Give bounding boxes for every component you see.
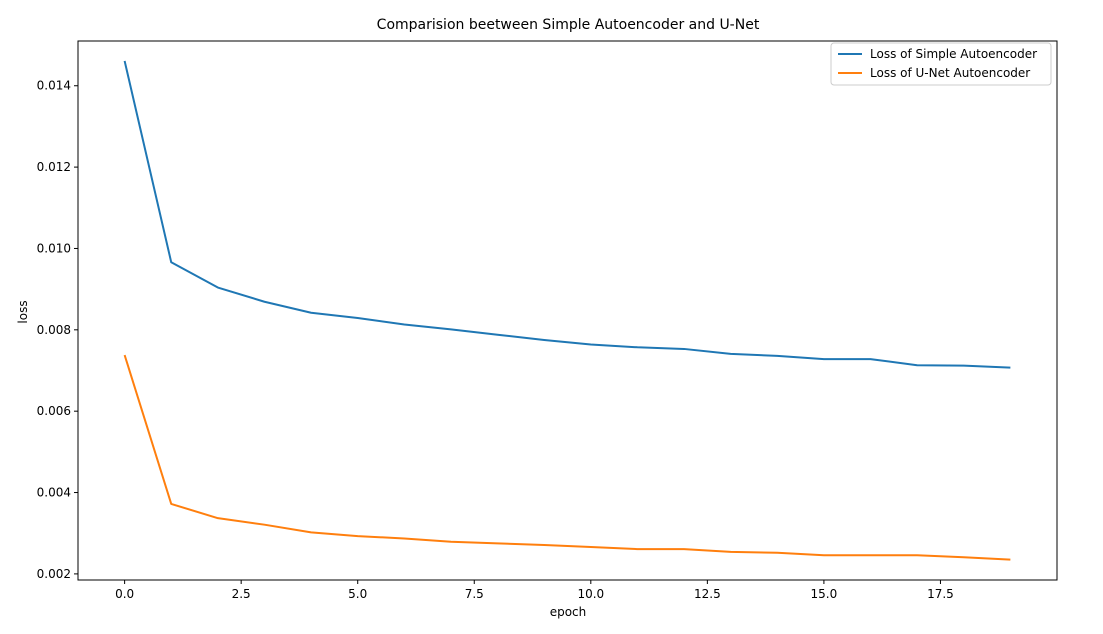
x-axis-label: epoch: [550, 605, 587, 619]
y-tick-label: 0.004: [37, 486, 71, 500]
y-tick-label: 0.002: [37, 567, 71, 581]
y-tick-label: 0.006: [37, 404, 71, 418]
legend: Loss of Simple Autoencoder Loss of U-Net …: [831, 43, 1051, 85]
x-tick-label: 7.5: [465, 587, 484, 601]
x-tick-label: 0.0: [115, 587, 134, 601]
y-tick-label: 0.012: [37, 160, 71, 174]
x-tick-label: 2.5: [232, 587, 251, 601]
legend-label-1: Loss of Simple Autoencoder: [870, 47, 1037, 61]
plot-frame: [78, 41, 1057, 580]
x-tick-label: 12.5: [694, 587, 721, 601]
y-tick-label: 0.014: [37, 79, 71, 93]
chart-title: Comparision beetween Simple Autoencoder …: [377, 17, 760, 33]
series-line-2: [125, 355, 1011, 560]
x-tick-label: 15.0: [811, 587, 838, 601]
plot-area: [78, 41, 1057, 580]
series-line-1: [125, 61, 1011, 368]
x-tick-label: 10.0: [577, 587, 604, 601]
y-tick-label: 0.008: [37, 323, 71, 337]
x-tick-label: 17.5: [927, 587, 954, 601]
legend-label-2: Loss of U-Net Autoencoder: [870, 66, 1030, 80]
x-tick-label: 5.0: [348, 587, 367, 601]
x-axis: 0.0 2.5 5.0 7.5 10.0 12.5 15.0 17.5: [115, 580, 954, 601]
y-axis: 0.002 0.004 0.006 0.008 0.010 0.012 0.014: [37, 79, 78, 581]
y-tick-label: 0.010: [37, 241, 71, 255]
y-axis-label: loss: [16, 300, 30, 323]
